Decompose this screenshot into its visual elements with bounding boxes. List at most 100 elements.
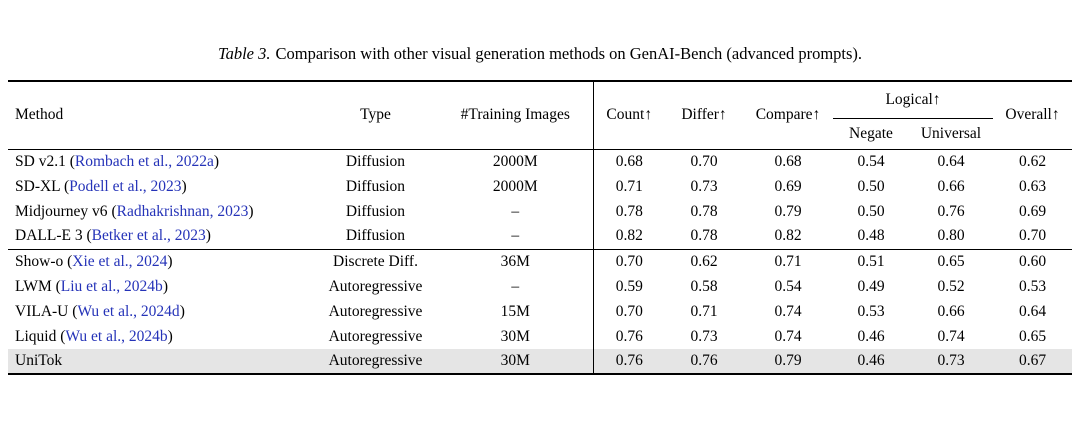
citation-link[interactable]: Radhakrishnan, 2023 <box>116 202 249 220</box>
table-body: SD v2.1 (Rombach et al., 2022a) Diffusion… <box>8 148 1072 374</box>
overall-cell: 0.63 <box>1018 177 1047 195</box>
table-row-vila-u: VILA-U (Wu et al., 2024d) Autoregressive 1… <box>8 299 1072 324</box>
table-row-midjourney-v6: Midjourney v6 (Radhakrishnan, 2023) Diffu… <box>8 199 1072 224</box>
method-cell: Liquid (Wu et al., 2024b) <box>8 324 313 349</box>
negate-cell: 0.49 <box>857 277 885 295</box>
header-row-sub: Negate Universal <box>8 118 1072 149</box>
negate-cell: 0.48 <box>857 227 885 245</box>
type-cell: Discrete Diff. <box>313 248 438 274</box>
method-cell: SD-XL (Podell et al., 2023) <box>8 174 313 199</box>
negate-cell: 0.53 <box>857 302 885 320</box>
count-cell: 0.76 <box>615 327 643 345</box>
header-logical: Logical↑ <box>833 81 993 119</box>
differ-cell: 0.73 <box>690 177 718 195</box>
compare-cell: 0.69 <box>774 177 802 195</box>
header-method: Method <box>15 106 64 124</box>
results-table: Method Type #Training Images Count↑ Diff… <box>8 80 1072 375</box>
training-images-cell: – <box>438 199 594 224</box>
table-header: Method Type #Training Images Count↑ Diff… <box>8 81 1072 149</box>
method-name: LWM <box>15 277 52 295</box>
universal-cell: 0.74 <box>937 327 965 345</box>
compare-cell: 0.82 <box>774 227 802 245</box>
universal-cell: 0.66 <box>937 302 965 320</box>
negate-cell: 0.51 <box>833 248 909 274</box>
method-name: DALL-E 3 <box>15 227 83 245</box>
universal-cell: 0.80 <box>937 227 965 245</box>
header-type: Type <box>360 106 391 124</box>
citation-paren-open: ( <box>67 252 73 270</box>
type-cell: Autoregressive <box>328 302 423 320</box>
compare-cell: 0.79 <box>774 202 802 220</box>
citation-link[interactable]: Betker et al., 2023 <box>91 227 206 245</box>
differ-cell: 0.76 <box>665 349 743 374</box>
table-row-sd-xl: SD-XL (Podell et al., 2023) Diffusion 2000… <box>8 174 1072 199</box>
overall-cell: 0.67 <box>993 349 1072 374</box>
differ-cell: 0.78 <box>690 227 718 245</box>
count-cell: 0.78 <box>615 202 643 220</box>
negate-cell: 0.46 <box>833 349 909 374</box>
type-cell: Autoregressive <box>313 349 438 374</box>
citation-link[interactable]: Wu et al., 2024b <box>65 327 168 345</box>
table-caption-label: Table 3. <box>217 44 271 63</box>
method-name: Midjourney v6 <box>15 202 108 220</box>
citation-link[interactable]: Xie et al., 2024 <box>72 252 168 270</box>
method-cell: UniTok <box>8 349 313 374</box>
universal-cell: 0.52 <box>937 277 965 295</box>
compare-cell: 0.71 <box>743 248 833 274</box>
count-cell: 0.76 <box>593 349 665 374</box>
overall-cell: 0.70 <box>1018 227 1047 245</box>
negate-cell: 0.50 <box>857 177 885 195</box>
header-overall: Overall↑ <box>1005 106 1060 124</box>
universal-cell: 0.65 <box>909 248 993 274</box>
differ-cell: 0.70 <box>665 148 743 174</box>
header-count: Count↑ <box>606 106 653 124</box>
overall-cell: 0.62 <box>993 148 1072 174</box>
table-row-sd-v2-1: SD v2.1 (Rombach et al., 2022a) Diffusion… <box>8 148 1072 174</box>
universal-cell: 0.66 <box>937 177 965 195</box>
training-images-cell: – <box>438 224 594 249</box>
citation-paren-close: ) <box>179 302 185 320</box>
citation-paren-open: ( <box>55 277 61 295</box>
compare-cell: 0.79 <box>743 349 833 374</box>
type-cell: Autoregressive <box>328 327 423 345</box>
differ-cell: 0.78 <box>690 202 718 220</box>
header-compare: Compare↑ <box>755 106 821 124</box>
compare-cell: 0.54 <box>774 277 802 295</box>
differ-cell: 0.71 <box>690 302 718 320</box>
header-differ: Differ↑ <box>681 106 727 124</box>
count-cell: 0.70 <box>615 302 643 320</box>
citation-link[interactable]: Podell et al., 2023 <box>69 177 182 195</box>
type-cell: Autoregressive <box>328 277 423 295</box>
count-cell: 0.68 <box>593 148 665 174</box>
citation-paren-close: ) <box>248 202 254 220</box>
method-name: Liquid <box>15 327 57 345</box>
overall-cell: 0.53 <box>1018 277 1047 295</box>
method-cell: Midjourney v6 (Radhakrishnan, 2023) <box>8 199 313 224</box>
training-images-cell: 30M <box>438 324 594 349</box>
table-row-unitok: UniTok Autoregressive 30M 0.76 0.76 0.79 0.46 0… <box>8 349 1072 374</box>
citation-link[interactable]: Wu et al., 2024d <box>77 302 180 320</box>
citation-paren-close: ) <box>213 152 220 170</box>
citation-link[interactable]: Liu et al., 2024b <box>60 277 163 295</box>
universal-cell: 0.73 <box>909 349 993 374</box>
citation-link[interactable]: Rombach et al., 2022a <box>74 152 214 170</box>
citation-paren-open: ( <box>111 202 117 220</box>
method-cell: SD v2.1 (Rombach et al., 2022a) <box>8 148 313 174</box>
training-images-cell: – <box>438 274 594 299</box>
training-images-cell: 2000M <box>438 174 594 199</box>
header-row-main: Method Type #Training Images Count↑ Diff… <box>8 81 1072 149</box>
negate-cell: 0.46 <box>857 327 885 345</box>
compare-cell: 0.74 <box>774 302 802 320</box>
universal-cell: 0.64 <box>909 148 993 174</box>
table-row-lwm: LWM (Liu et al., 2024b) Autoregressive – 0.… <box>8 274 1072 299</box>
overall-cell: 0.64 <box>1018 302 1047 320</box>
citation-paren-close: ) <box>167 327 173 345</box>
method-cell: DALL-E 3 (Betker et al., 2023) <box>8 224 313 249</box>
citation-paren-close: ) <box>167 252 173 270</box>
table-row-liquid: Liquid (Wu et al., 2024b) Autoregressive 3… <box>8 324 1072 349</box>
table-caption-text: Comparison with other visual generation … <box>275 44 863 63</box>
differ-cell: 0.62 <box>665 248 743 274</box>
citation-paren-close: ) <box>205 227 211 245</box>
type-cell: Diffusion <box>345 177 406 195</box>
count-cell: 0.82 <box>615 227 643 245</box>
